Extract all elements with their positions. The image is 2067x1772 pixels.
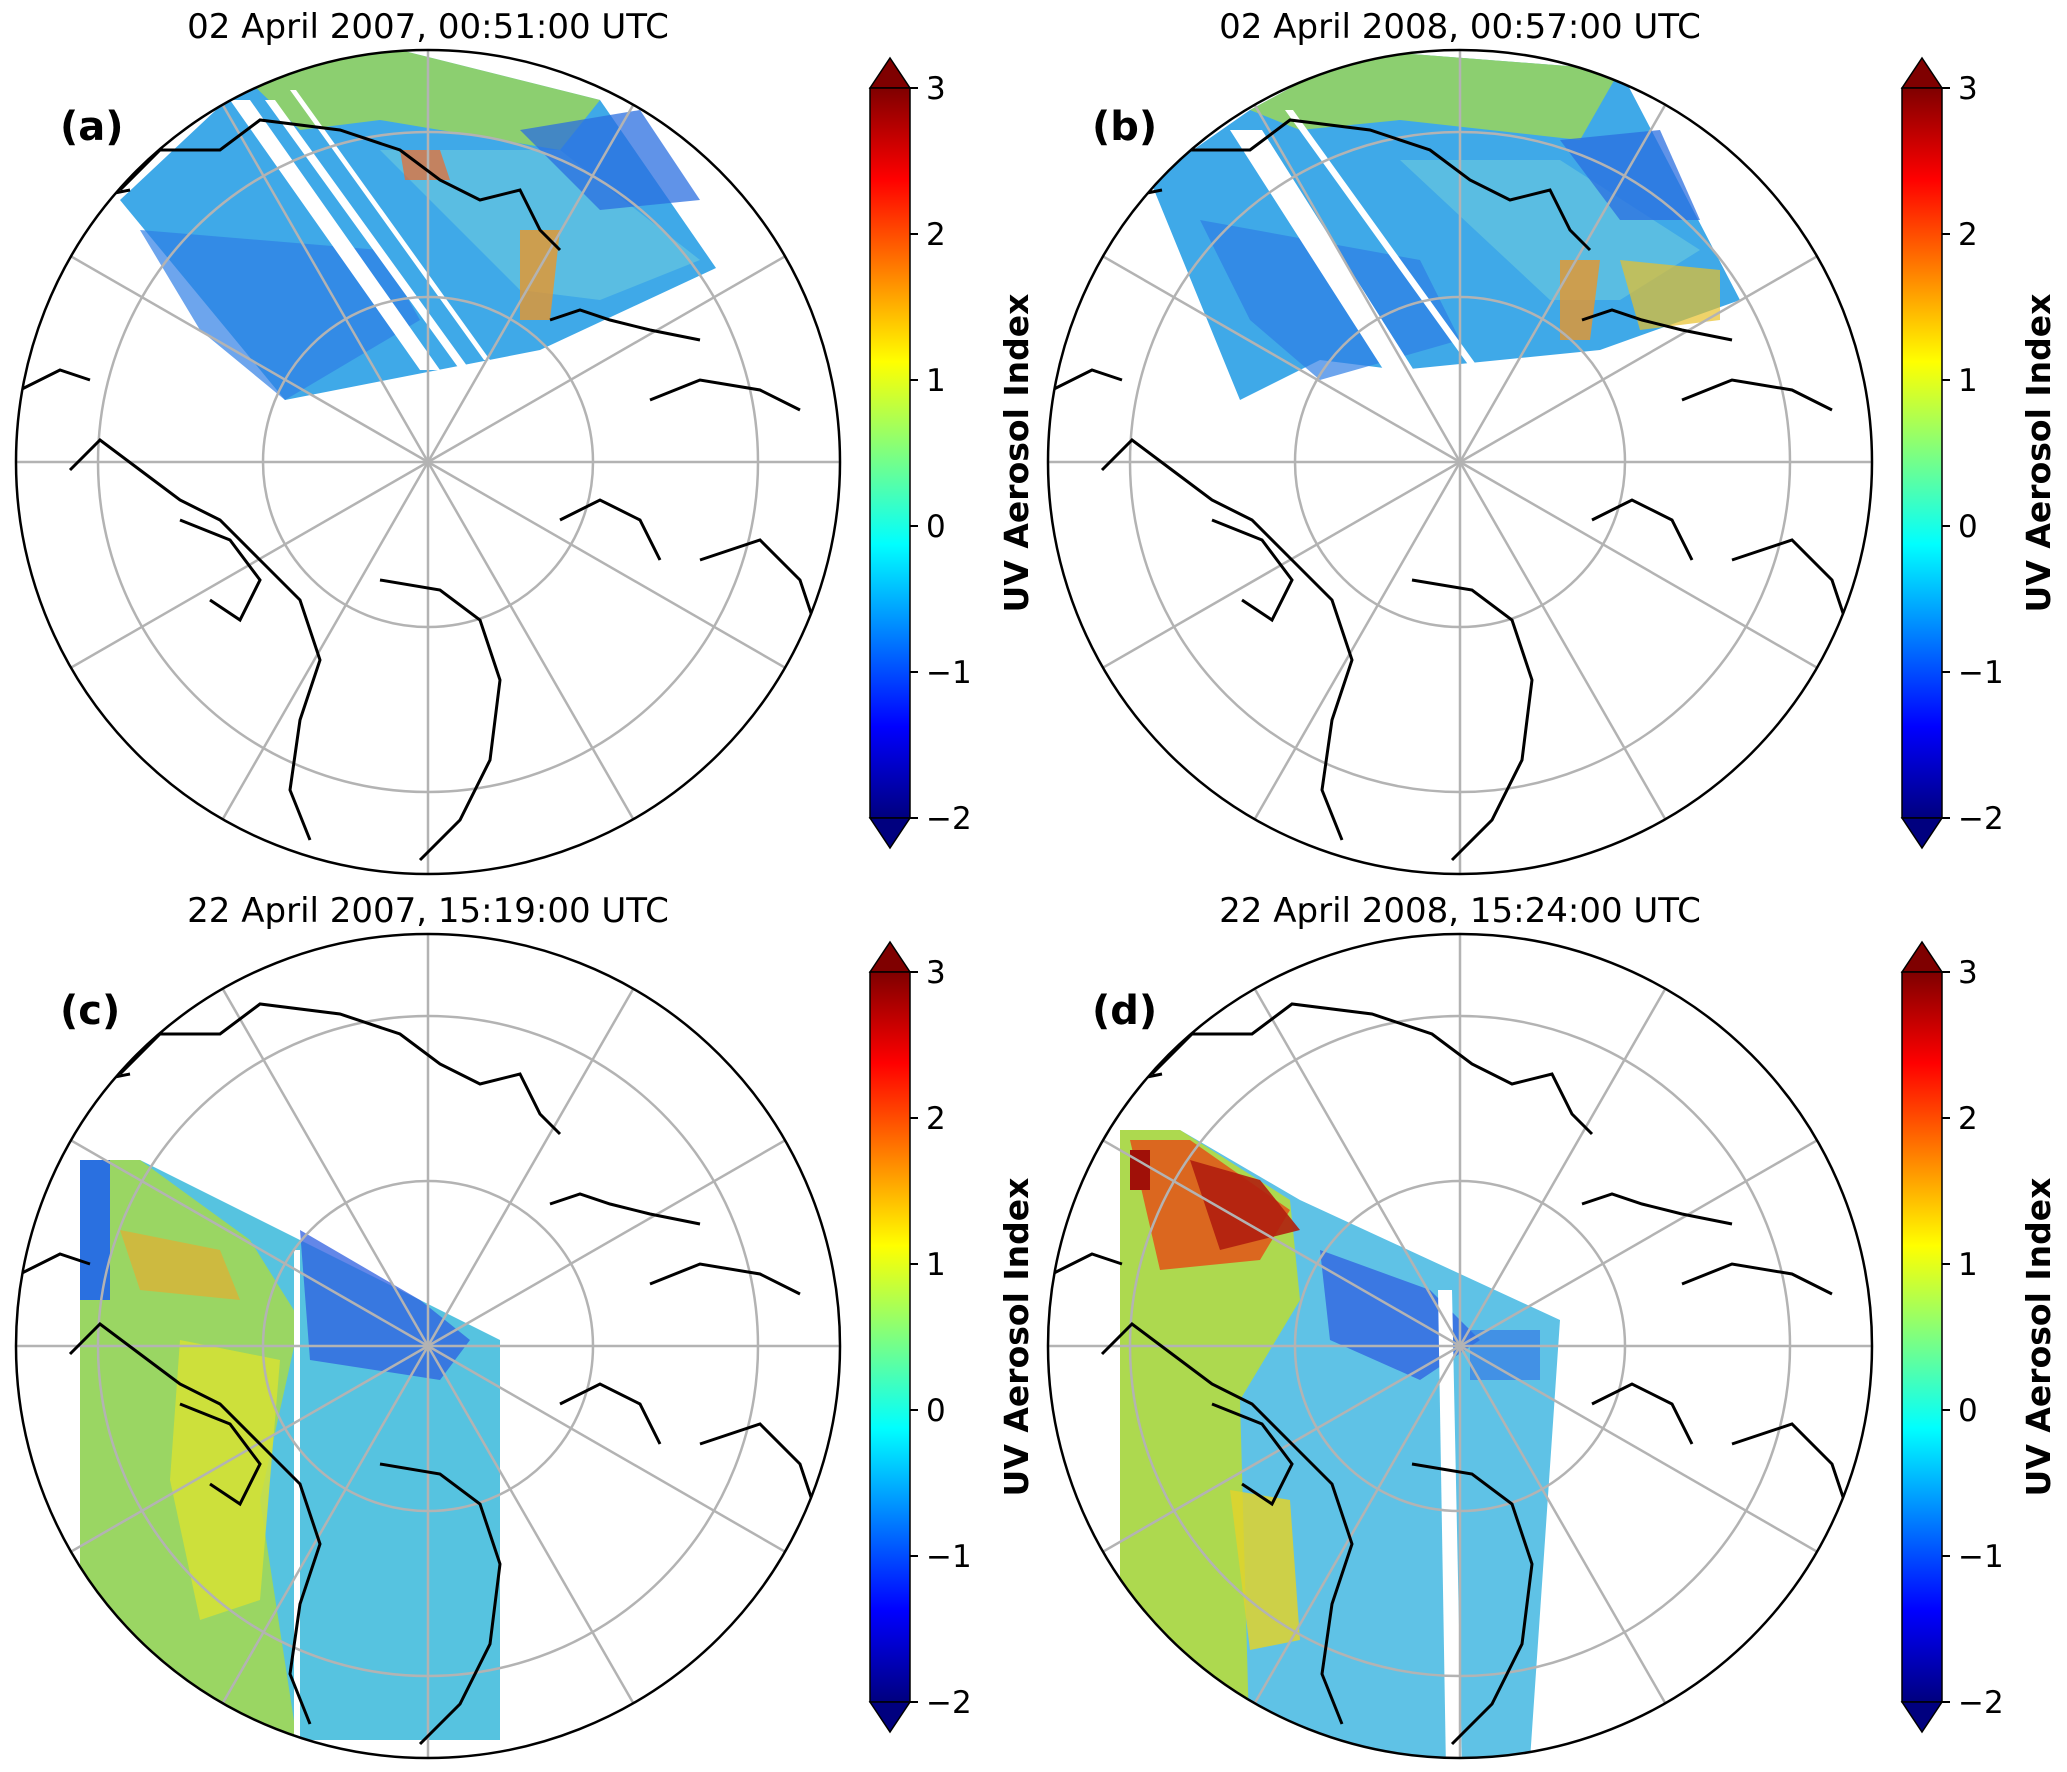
colorbar-tick: −1: [1958, 1539, 2004, 1575]
panel-label: (c): [60, 988, 120, 1034]
map-area: [16, 934, 840, 1758]
colorbar-tick: −1: [926, 655, 972, 691]
colorbar-extend-min: [1900, 817, 1944, 850]
colorbar-extend-min: [868, 1701, 912, 1734]
colorbar-tick: 0: [1958, 1393, 1978, 1429]
colorbar-tick: 2: [1958, 217, 1978, 253]
colorbar-tick: 0: [1958, 509, 1978, 545]
colorbar-tick: 2: [1958, 1101, 1978, 1137]
colorbar-a: 3 2 1 0 −1 −2 UV Aerosol Index: [868, 56, 1036, 850]
panel-label: (d): [1092, 988, 1157, 1034]
colorbar-tick: 0: [926, 509, 946, 545]
panel-label: (b): [1092, 104, 1157, 150]
panel-label: (a): [60, 104, 124, 150]
map-area: [16, 50, 840, 874]
colorbar-tick: 3: [1958, 955, 1978, 991]
colorbar-tick: 3: [1958, 71, 1978, 107]
panel-d: 22 April 2008, 15:24:00 UTC: [1046, 891, 1874, 1760]
colorbar-tick: 1: [926, 363, 946, 399]
aerosol-swath: [1120, 1130, 1560, 1758]
colorbar-b: 3 2 1 0 −1 −2 UV Aerosol Index: [1900, 56, 2058, 850]
aerosol-swath: [80, 1160, 500, 1758]
colorbar-tick: −2: [926, 1685, 972, 1721]
colorbar-gradient: [1901, 971, 1943, 1703]
panel-title: 22 April 2007, 15:19:00 UTC: [187, 891, 669, 931]
colorbar-c: 3 2 1 0 −1 −2 UV Aerosol Index: [868, 940, 1036, 1734]
panel-c: 22 April 2007, 15:19:00 UTC: [14, 891, 842, 1760]
colorbar-label: UV Aerosol Index: [997, 1178, 1036, 1497]
colorbar-extend-max: [1900, 56, 1944, 89]
colorbar-tick: 1: [926, 1247, 946, 1283]
colorbar-tick: 1: [1958, 1247, 1978, 1283]
colorbar-d: 3 2 1 0 −1 −2 UV Aerosol Index: [1900, 940, 2058, 1734]
colorbar-gradient: [869, 971, 911, 1703]
colorbar-extend-min: [1900, 1701, 1944, 1734]
panel-title: 02 April 2008, 00:57:00 UTC: [1219, 7, 1701, 47]
colorbar-gradient: [869, 87, 911, 819]
coastlines: [1051, 118, 1854, 862]
colorbar-tick: 1: [1958, 363, 1978, 399]
colorbar-tick: −2: [926, 801, 972, 837]
colorbar-tick: 3: [926, 955, 946, 991]
colorbar-extend-min: [868, 817, 912, 850]
map-boundary: [1046, 48, 1874, 876]
colorbar-tick: −1: [1958, 655, 2004, 691]
colorbar-label: UV Aerosol Index: [2019, 294, 2058, 613]
colorbar-tick: −2: [1958, 1685, 2004, 1721]
colorbar-tick: 2: [926, 1101, 946, 1137]
panel-title: 22 April 2008, 15:24:00 UTC: [1219, 891, 1701, 931]
colorbar-tick: 0: [926, 1393, 946, 1429]
colorbar-tick: −2: [1958, 801, 2004, 837]
colorbar-extend-max: [868, 940, 912, 973]
panel-b: 02 April 2008, 00:57:00 UTC: [1046, 7, 1874, 876]
panel-a: 02 April 2007, 00:51:00 UTC: [14, 7, 842, 876]
colorbar-tick: 2: [926, 217, 946, 253]
colorbar-tick: 3: [926, 71, 946, 107]
aerosol-swath: [1150, 50, 1740, 400]
colorbar-label: UV Aerosol Index: [997, 294, 1036, 613]
map-area: [1048, 934, 1872, 1758]
map-boundary: [1046, 932, 1874, 1760]
panel-title: 02 April 2007, 00:51:00 UTC: [187, 7, 669, 47]
colorbar-extend-max: [1900, 940, 1944, 973]
map-area: [1048, 50, 1872, 874]
colorbar-gradient: [1901, 87, 1943, 819]
map-boundary: [14, 48, 842, 876]
coastlines: [1051, 1002, 1854, 1746]
colorbar-tick: −1: [926, 1539, 972, 1575]
map-boundary: [14, 932, 842, 1760]
colorbar-label: UV Aerosol Index: [2019, 1178, 2058, 1497]
colorbar-extend-max: [868, 56, 912, 89]
